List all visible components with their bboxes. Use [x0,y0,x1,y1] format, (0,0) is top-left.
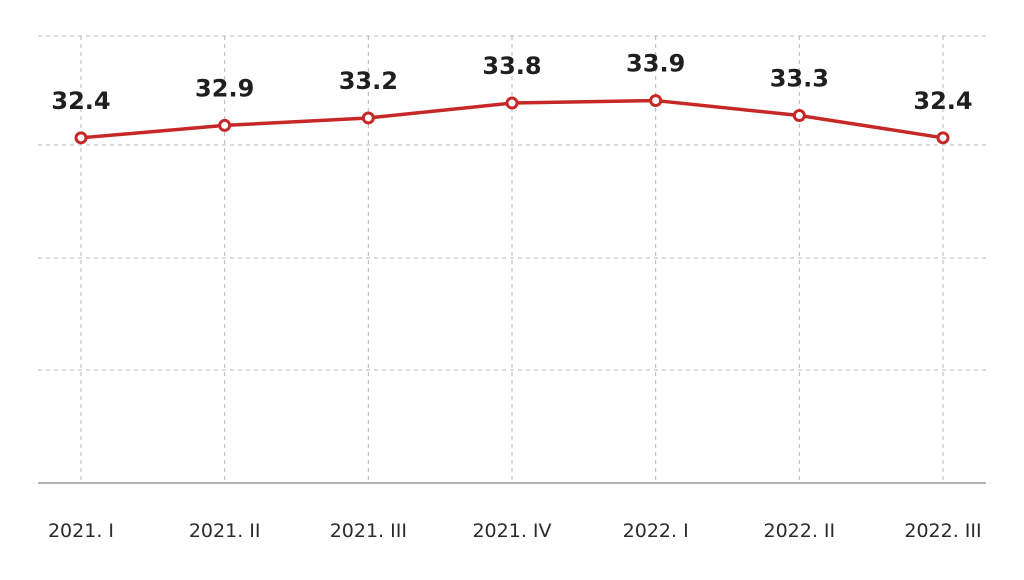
x-axis-ticks: 2021. I 2021. II 2021. III 2021. IV 2022. I 2… [48,520,982,542]
x-tick-label: 2022. I [623,520,689,542]
labels: 32.4 32.9 33.2 33.8 33.9 33.3 32.4 [51,50,972,115]
x-tick-label: 2021. III [330,520,407,542]
series [74,94,950,145]
x-tick-label: 2021. I [48,520,114,542]
data-value-label: 32.4 [913,87,972,115]
data-value-label: 33.2 [339,67,398,95]
data-value-label: 33.3 [770,64,829,92]
data-point [218,118,232,132]
data-point [792,108,806,122]
data-point [361,111,375,125]
x-tick-label: 2022. III [904,520,981,542]
x-tick-label: 2021. IV [472,520,551,542]
data-point [936,131,950,145]
data-point [74,131,88,145]
data-value-label: 33.9 [626,50,685,78]
data-value-label: 33.8 [482,52,541,80]
x-tick-label: 2021. II [189,520,261,542]
data-point [649,94,663,108]
data-value-label: 32.4 [51,87,110,115]
x-tick-label: 2022. II [764,520,836,542]
data-value-label: 32.9 [195,74,254,102]
data-point [505,96,519,110]
